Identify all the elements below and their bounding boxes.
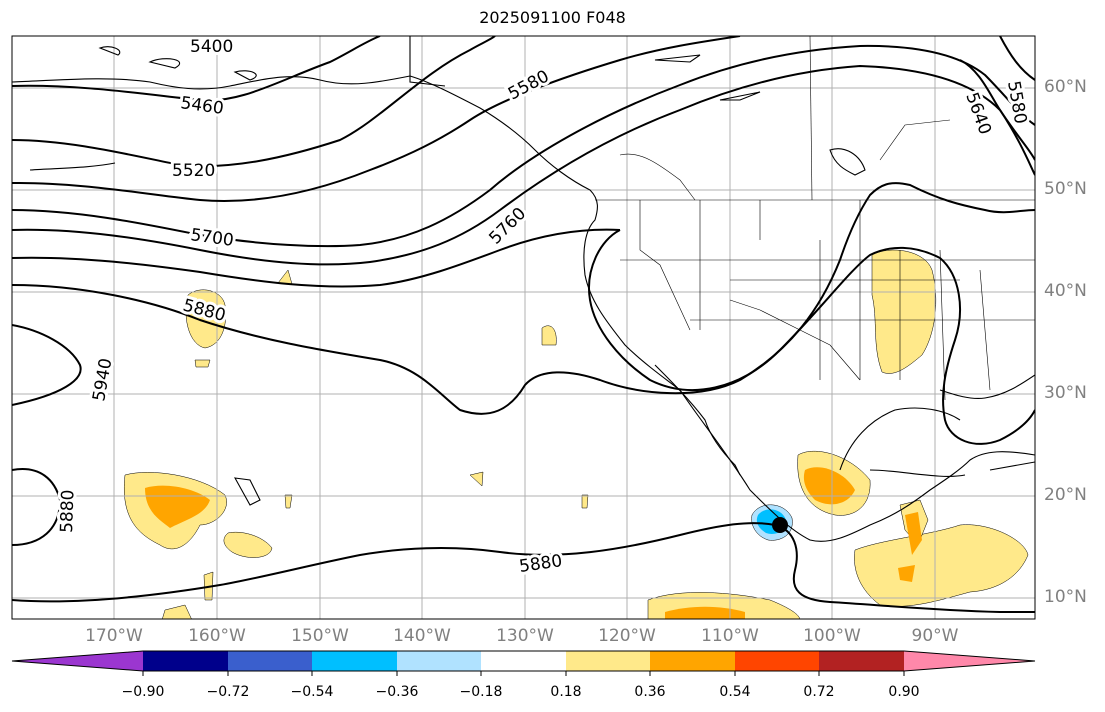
colorbar-segment — [143, 651, 228, 671]
positive-shade — [469, 471, 484, 487]
contour-label: 5940 — [89, 357, 116, 403]
political-borders — [595, 36, 1035, 401]
map-title: 2025091100 F048 — [479, 8, 626, 27]
positive-shade — [541, 325, 557, 346]
positive-shade — [194, 359, 211, 368]
map-frame — [11, 35, 1036, 620]
lon-label: 90°W — [911, 626, 959, 646]
lon-label: 160°W — [188, 626, 246, 646]
colorbar-segment — [566, 651, 650, 671]
positive-shade — [185, 289, 226, 349]
lon-label: 150°W — [291, 626, 349, 646]
colorbar-segment — [228, 651, 312, 671]
shaded-field — [123, 249, 1029, 619]
positive-shade — [581, 494, 589, 509]
contour-label: 5520 — [172, 161, 215, 181]
lat-label: 20°N — [1044, 485, 1087, 505]
colorbar-tick-label: −0.36 — [375, 684, 419, 700]
colorbar-tick-label: 0.36 — [634, 684, 666, 700]
contour-label: 5460 — [179, 93, 225, 119]
lat-label: 50°N — [1044, 179, 1087, 199]
positive-shade — [277, 269, 293, 285]
positive-shade — [284, 494, 293, 509]
colorbar-tick-label: −0.54 — [290, 684, 334, 700]
positive-shade — [223, 532, 273, 558]
positive-shade-core — [803, 467, 855, 505]
coastlines — [12, 36, 1035, 542]
graticule — [12, 36, 1035, 619]
positive-shade — [162, 604, 192, 619]
lat-label: 10°N — [1044, 587, 1087, 607]
positive-shade-core — [898, 565, 915, 582]
lon-label: 120°W — [598, 626, 656, 646]
contour-label: 5580 — [505, 66, 553, 104]
colorbar-segment — [650, 651, 735, 671]
colorbar-segment — [481, 651, 566, 671]
positive-shade — [871, 249, 937, 374]
colorbar-segment — [819, 651, 904, 671]
colorbar — [11, 650, 1036, 676]
lon-label: 130°W — [496, 626, 554, 646]
lat-label: 40°N — [1044, 281, 1087, 301]
colorbar-tick-label: −0.18 — [459, 684, 503, 700]
map-frame-content — [12, 36, 1035, 619]
colorbar-segment — [735, 651, 819, 671]
colorbar-tick-label: −0.90 — [121, 684, 165, 700]
colorbar-tick-label: 0.72 — [803, 684, 835, 700]
colorbar-tick-label: 0.90 — [888, 684, 920, 700]
colorbar-tick-label: 0.54 — [719, 684, 751, 700]
contour-label: 5400 — [190, 37, 233, 57]
lat-label: 60°N — [1044, 77, 1087, 97]
contour-label: 5700 — [189, 225, 235, 251]
lon-label: 140°W — [393, 626, 451, 646]
lon-label: 100°W — [803, 626, 861, 646]
colorbar-tick-label: 0.18 — [550, 684, 582, 700]
contour-label: 5580 — [1003, 79, 1030, 125]
contour-label: 5640 — [961, 90, 995, 137]
positive-shade-core — [905, 512, 922, 555]
lon-label: 110°W — [701, 626, 759, 646]
colorbar-segment — [397, 651, 481, 671]
lon-label: 170°W — [85, 626, 143, 646]
colorbar-segment — [312, 651, 397, 671]
positive-shade-core — [665, 606, 745, 619]
colorbar-extend-high — [904, 651, 1035, 671]
colorbar-extend-low — [12, 651, 143, 671]
positive-shade — [854, 524, 1029, 607]
colorbar-tick-label: −0.72 — [206, 684, 250, 700]
lat-label: 30°N — [1044, 383, 1087, 403]
contour-label: 5880 — [57, 489, 78, 533]
height-contours — [12, 36, 1035, 613]
